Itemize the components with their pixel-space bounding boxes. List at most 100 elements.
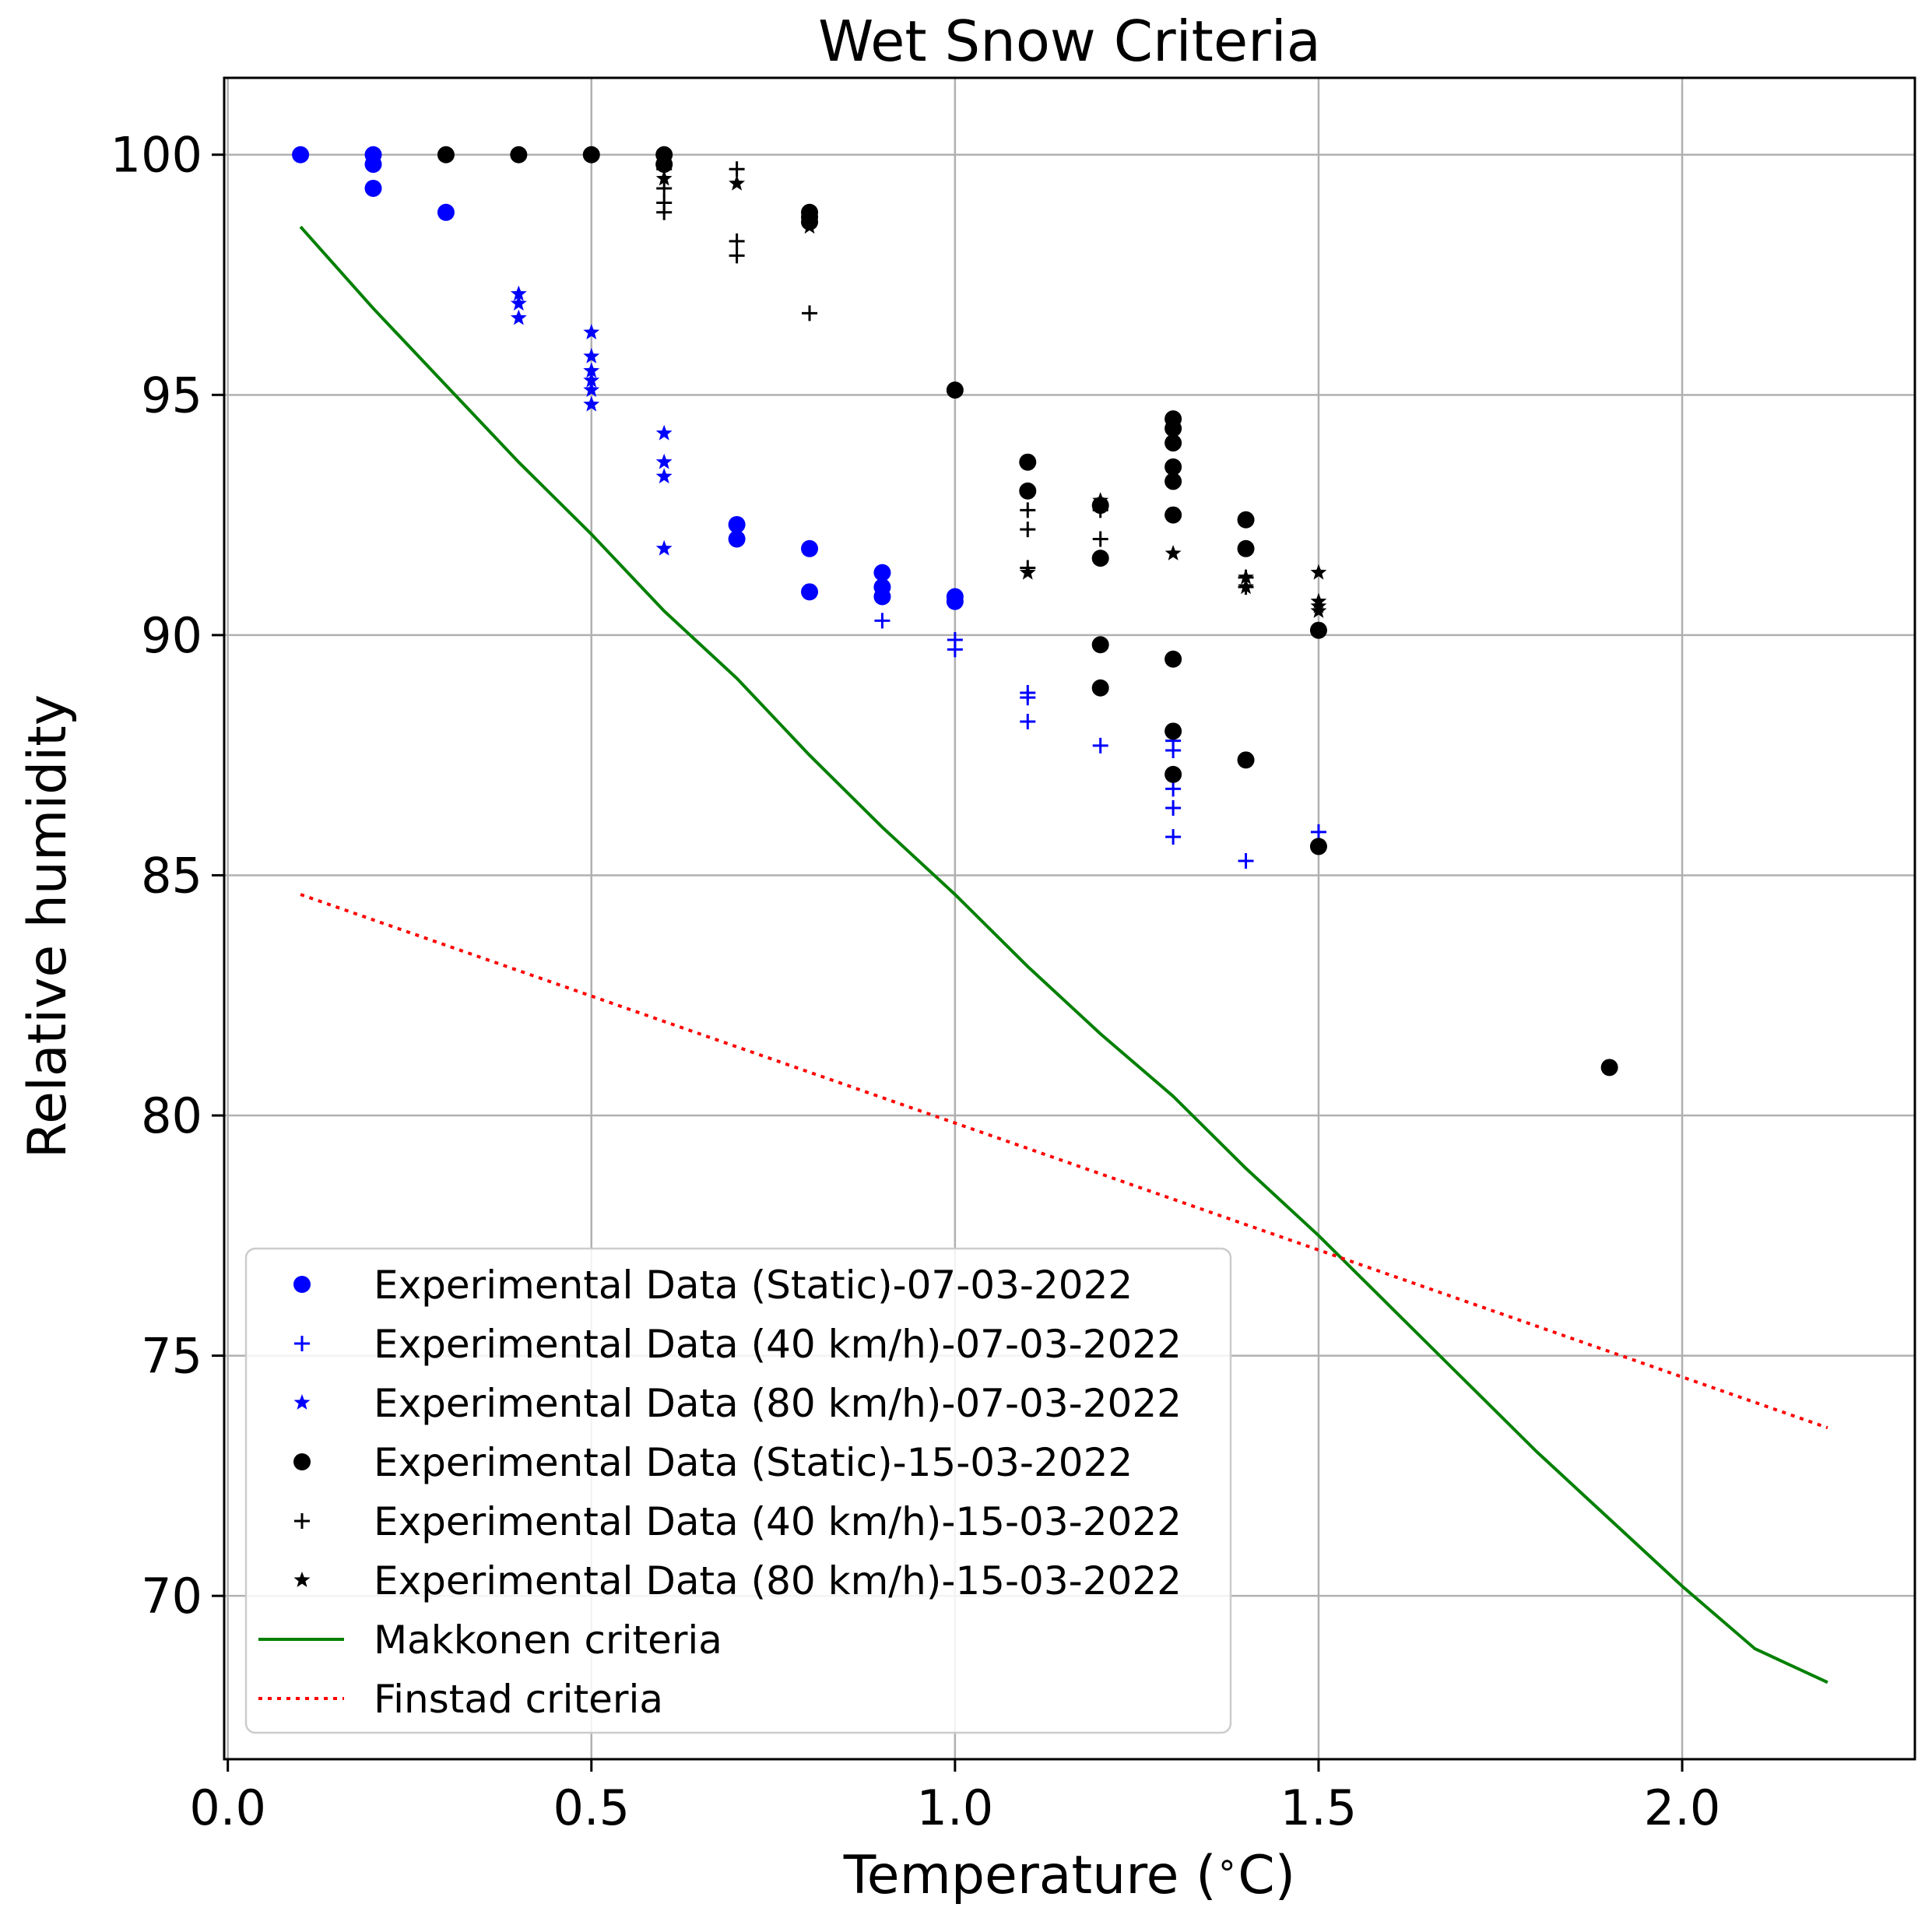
data-point	[1237, 539, 1255, 557]
legend-marker-swatch	[293, 1394, 311, 1410]
data-point	[1164, 545, 1182, 560]
plot-frame	[223, 76, 1916, 1761]
y-tick-label: 95	[141, 367, 202, 423]
data-point	[582, 146, 600, 163]
data-point	[873, 564, 891, 581]
legend-entry-label: Experimental Data (40 km/h)-07-03-2022	[374, 1322, 1182, 1367]
legend-entry-label: Experimental Data (80 km/h)-07-03-2022	[374, 1381, 1182, 1426]
data-point	[947, 641, 963, 658]
data-point	[1164, 650, 1182, 668]
data-point	[729, 161, 745, 177]
data-point	[1019, 453, 1037, 471]
y-tick-label: 85	[141, 847, 202, 904]
data-point	[1164, 506, 1182, 524]
data-point	[1019, 482, 1037, 500]
axis-ticks: 0.0 0.5 1.0 1.5 2.0 70 75 80 85 90 95 100	[111, 127, 1721, 1836]
data-point	[1238, 578, 1254, 595]
data-point	[510, 285, 527, 301]
data-point	[1238, 568, 1254, 585]
x-tick-label: 1.0	[917, 1779, 994, 1836]
data-point	[437, 203, 455, 221]
data-point	[729, 233, 745, 249]
data-point	[1020, 690, 1036, 706]
chart-title: Wet Snow Criteria	[818, 9, 1321, 74]
data-point	[1020, 502, 1036, 518]
data-point	[1164, 434, 1182, 452]
data-point	[1309, 621, 1327, 639]
data-point	[364, 156, 382, 174]
data-point	[1091, 679, 1109, 697]
legend-entry-label: Experimental Data (40 km/h)-15-03-2022	[374, 1499, 1182, 1544]
data-point	[655, 468, 673, 484]
legend: Experimental Data (Static)-07-03-2022 Exp…	[244, 1247, 1232, 1734]
data-point	[946, 381, 964, 399]
makkonen-criteria-line	[299, 225, 1828, 1684]
data-point	[583, 395, 600, 412]
data-point	[1237, 751, 1255, 769]
legend-entry-label: Experimental Data (80 km/h)-15-03-2022	[374, 1558, 1182, 1604]
grid-lines	[224, 78, 1915, 1759]
x-axis-label-prefix: Temperature (	[843, 1845, 1217, 1906]
data-point	[655, 424, 673, 441]
data-point	[729, 174, 746, 191]
y-tick-label: 80	[141, 1087, 202, 1144]
data-point	[655, 453, 673, 469]
data-point	[1310, 564, 1327, 580]
x-tick-label: 1.5	[1280, 1779, 1358, 1836]
data-point	[1092, 531, 1108, 547]
legend-entry-label: Experimental Data (Static)-07-03-2022	[374, 1263, 1133, 1308]
data-point	[1164, 458, 1182, 476]
x-tick-label: 0.0	[189, 1779, 266, 1836]
x-tick-label: 2.0	[1644, 1779, 1721, 1836]
data-point	[1165, 743, 1182, 758]
data-point	[801, 583, 819, 601]
data-point	[583, 371, 600, 388]
data-point	[1600, 1059, 1618, 1077]
legend-marker-swatch	[293, 1453, 311, 1470]
y-tick-label: 100	[111, 127, 202, 184]
data-point	[656, 180, 673, 196]
finstad-criteria-line	[300, 893, 1828, 1430]
data-point	[801, 539, 819, 557]
data-point	[583, 324, 600, 339]
data-point	[1238, 852, 1254, 869]
legend-entry-label: Finstad criteria	[374, 1677, 663, 1722]
data-point	[1309, 838, 1327, 855]
plot-series	[292, 146, 1828, 1684]
data-point	[729, 248, 745, 264]
data-point	[1164, 472, 1182, 490]
legend-marker-swatch	[294, 1336, 310, 1351]
data-point	[1091, 636, 1109, 654]
data-point	[1092, 502, 1108, 518]
legend-entry-label: Makkonen criteria	[374, 1618, 722, 1663]
data-point	[1092, 737, 1108, 753]
data-point	[510, 295, 527, 311]
legend-marker-swatch	[293, 1572, 311, 1587]
y-tick-label: 75	[141, 1328, 202, 1385]
legend-box	[244, 1247, 1232, 1734]
data-point	[1237, 511, 1255, 529]
data-point	[1310, 602, 1327, 618]
x-axis-label-degree: ∘	[1217, 1845, 1238, 1885]
x-axis-label-unit: C)	[1238, 1845, 1295, 1906]
x-tick-label: 0.5	[553, 1779, 630, 1836]
data-point	[583, 347, 600, 364]
data-point	[1164, 765, 1182, 783]
legend-entry-label: Experimental Data (Static)-15-03-2022	[374, 1440, 1133, 1485]
data-point	[656, 204, 673, 220]
y-axis-label: Relative humidity	[17, 694, 79, 1158]
y-tick-label: 70	[141, 1568, 202, 1625]
data-point	[1092, 550, 1108, 567]
data-point	[1020, 522, 1036, 538]
data-point	[655, 170, 673, 186]
data-point	[510, 309, 527, 325]
data-point	[1020, 713, 1036, 729]
legend-marker-swatch	[293, 1276, 311, 1293]
data-point	[364, 179, 382, 197]
data-point	[874, 613, 890, 629]
data-point	[437, 146, 455, 163]
data-point	[583, 362, 600, 378]
data-point	[1092, 492, 1109, 508]
data-point	[728, 515, 746, 533]
